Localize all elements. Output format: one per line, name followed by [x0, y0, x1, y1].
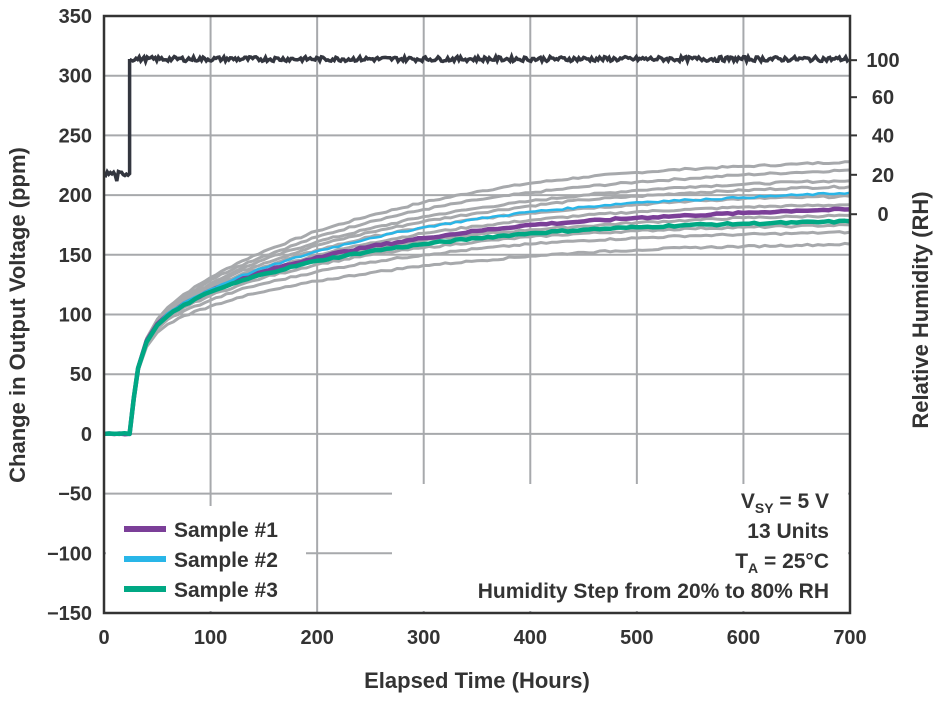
x-tick-label: 300: [407, 627, 440, 649]
note-temp-symbol: T: [735, 550, 748, 573]
note-supply-voltage: VSY = 5 V: [741, 490, 829, 516]
conditions-annotation: VSY = 5 V 13 Units TA = 25°C Humidity St…: [478, 490, 829, 603]
y-tick-label: −100: [47, 543, 92, 565]
series-line-unit-4: [104, 160, 851, 437]
y2-axis-title: Relative Humidity (RH): [908, 191, 933, 428]
y2-tick-label: 20: [872, 165, 894, 187]
note-humidity-step: Humidity Step from 20% to 80% RH: [478, 580, 829, 603]
note-supply-value: = 5 V: [774, 490, 829, 513]
y-tick-label: 200: [59, 185, 92, 207]
y-tick-label: 50: [70, 364, 92, 386]
x-axis-title: Elapsed Time (Hours): [364, 668, 590, 693]
annotation-backdrop-rect: [392, 484, 848, 611]
x-tick-label: 700: [833, 627, 866, 649]
legend-label-sample-1: Sample #1: [174, 519, 278, 542]
x-tick-label: 600: [727, 627, 760, 649]
x-tick-label: 100: [194, 627, 227, 649]
y-axis-title: Change in Output Voltage (ppm): [5, 147, 30, 483]
y2-tick-label: 40: [872, 125, 894, 147]
note-supply-subscript: SY: [755, 500, 774, 516]
y-tick-label: 0: [81, 424, 92, 446]
y-tick-label: 100: [59, 305, 92, 327]
y-tick-label: 350: [59, 6, 92, 28]
y-tick-label: 300: [59, 66, 92, 88]
series-line-unit-11: [103, 223, 851, 436]
y2-tick-label: 100: [866, 50, 899, 72]
plot-frame: [102, 14, 852, 615]
series-line-sample-2: [103, 191, 851, 436]
y2-tick-label: 60: [872, 87, 894, 109]
y-tick-label: 150: [59, 245, 92, 267]
series-line-sample-3: [103, 218, 851, 437]
legend-label-sample-2: Sample #2: [174, 549, 278, 572]
x-tick-label: 400: [514, 627, 547, 649]
note-ambient-temp: TA = 25°C: [735, 550, 829, 576]
note-temp-value: = 25°C: [758, 550, 829, 573]
series-line-unit-6: [103, 179, 851, 437]
x-tick-label: 500: [620, 627, 653, 649]
legend: Sample #1 Sample #2 Sample #3: [124, 519, 278, 602]
legend-label-sample-3: Sample #3: [174, 579, 278, 602]
y-tick-label: −150: [47, 603, 92, 625]
series-line-unit-7: [103, 184, 851, 436]
series-line-unit-5: [103, 168, 851, 436]
y-axis-ticks: 350 300 250 200 150 100 50 0 −50 −100 −150: [47, 6, 92, 625]
series-line-relative-humidity: [103, 51, 851, 182]
note-temp-subscript: A: [748, 560, 758, 576]
y2-axis-ticks: 100 60 40 20 0: [850, 50, 900, 226]
x-tick-label: 200: [300, 627, 333, 649]
y-tick-label: 250: [59, 125, 92, 147]
series-layer: [103, 51, 851, 437]
y2-tick-label: 0: [877, 204, 888, 226]
note-supply-symbol: V: [741, 490, 755, 513]
series-line-unit-13: [103, 241, 851, 436]
series-line-unit-12: [103, 230, 851, 436]
note-unit-count: 13 Units: [747, 520, 829, 543]
x-tick-label: 0: [98, 627, 109, 649]
y-tick-label: −50: [58, 484, 92, 506]
x-axis-ticks: 0 100 200 300 400 500 600 700: [98, 627, 866, 649]
